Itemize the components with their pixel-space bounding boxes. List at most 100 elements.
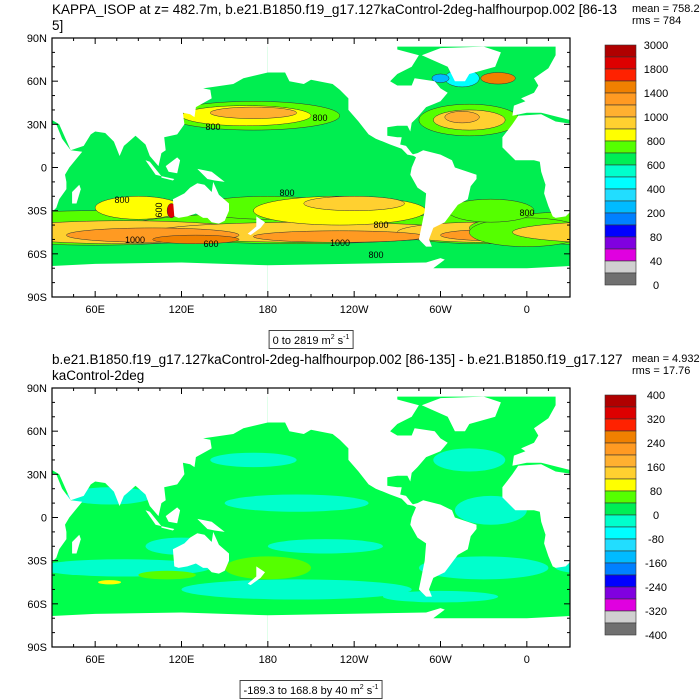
field-contour (66, 487, 153, 505)
colorbar-label: 1400 (644, 88, 668, 100)
colorbar-box (604, 442, 637, 456)
colorbar-box (604, 188, 637, 202)
range-unit: s (334, 335, 344, 347)
lat-label: 30N (27, 119, 47, 131)
contour-label: 600 (203, 239, 218, 249)
field-contour (512, 222, 570, 243)
colorbar-label: 0 (653, 280, 659, 292)
colorbar-box (604, 176, 637, 190)
colorbar-label: 320 (647, 414, 665, 426)
lon-label: 120W (340, 304, 369, 316)
range-unit: s (363, 685, 373, 697)
lat-label: 30N (27, 469, 47, 481)
land-mask-madagascar (590, 185, 599, 204)
colorbar-box (604, 164, 637, 178)
field-contour (0, 104, 2, 136)
colorbar-box (604, 598, 637, 612)
colorbar-box (604, 430, 637, 444)
field-contour (584, 228, 700, 242)
field-contour (138, 570, 196, 580)
field-contour (671, 222, 700, 242)
lat-label: 60N (27, 76, 47, 88)
colorbar-box (604, 236, 637, 250)
field-contour (224, 556, 311, 580)
colorbar-box (604, 622, 637, 636)
land-mask-java (161, 176, 175, 181)
lon-label: 60E (85, 654, 105, 666)
colorbar-box (604, 538, 637, 552)
colorbar-box (604, 478, 637, 492)
contour-label: 800 (205, 122, 220, 132)
colorbar-box (604, 550, 637, 564)
land-mask-borneo (165, 507, 181, 524)
land-mask-eurasia (512, 38, 570, 120)
land-mask-newzealand (247, 566, 265, 586)
range-exp: 2 (330, 334, 335, 341)
land-mask-java (679, 526, 692, 530)
lon-label: 60W (429, 304, 452, 316)
colorbar-label: 400 (647, 390, 665, 402)
field-contour (0, 229, 38, 241)
lat-label: 60S (27, 249, 47, 261)
colorbar-label: 600 (647, 160, 665, 172)
lon-label: 0 (524, 654, 530, 666)
land-mask-greenland (421, 46, 501, 82)
land-mask-africa (52, 123, 83, 213)
field-contour (480, 72, 516, 85)
colorbar-box (604, 514, 637, 528)
colorbar-label: -400 (645, 630, 667, 642)
land-mask-madagascar (72, 184, 81, 204)
land-mask-namerica (267, 388, 448, 506)
land-mask-antarctica (52, 262, 268, 297)
top-rms-stat: rms = 784 (632, 15, 682, 27)
range-exp: -1 (372, 684, 379, 691)
range-text: -189.3 to 168.8 by 40 m (243, 685, 360, 697)
land-mask-greenland (421, 396, 501, 432)
colorbar-box (604, 502, 637, 516)
land-mask-eurasia (512, 388, 570, 470)
colorbar-label: 200 (647, 208, 665, 220)
bottom-panel: 90N 60N 30N 0 30S 60S 90S 60E 120E 180 120W 60W 0 400… (0, 350, 700, 700)
top-plot-title: KAPPA_ISOP at z= 482.7m, b.e21.B1850.f19… (52, 2, 618, 33)
land-mask-sumatra (664, 160, 680, 176)
colorbar-box (604, 44, 637, 58)
range-exp: 2 (359, 684, 364, 691)
colorbar-box (604, 68, 637, 82)
colorbar-box (604, 104, 637, 118)
colorbar-label: -320 (645, 606, 667, 618)
field-contour (685, 203, 694, 217)
land-mask-antarctica (267, 258, 570, 297)
land-mask-java (679, 176, 692, 180)
lat-label: 90N (27, 33, 47, 45)
land-mask-java (161, 526, 175, 531)
colorbar-label: 800 (647, 136, 665, 148)
colorbar-box (604, 248, 637, 262)
colorbar-box (604, 490, 637, 504)
lon-label: 120W (340, 654, 369, 666)
land-mask-borneo (165, 157, 181, 174)
top-range-label: 0 to 2819 m2 s-1 (268, 330, 354, 349)
land-mask-eurasia (52, 388, 268, 517)
field-contour (382, 590, 499, 603)
land-mask-samerica (410, 150, 477, 247)
lon-label: 120E (169, 304, 195, 316)
colorbar-box (604, 224, 637, 238)
lon-label: 60E (85, 304, 105, 316)
land-mask-africa (502, 114, 570, 218)
land-mask-australia (172, 531, 229, 574)
lat-label: 0 (41, 513, 47, 525)
lon-label: 180 (259, 654, 277, 666)
lon-label: 60W (429, 654, 452, 666)
field-contour (52, 231, 53, 234)
lat-label: 60S (27, 599, 47, 611)
colorbar-box (604, 272, 637, 286)
land-mask-africa (502, 464, 570, 568)
map-field (52, 388, 692, 647)
land-mask-eurasia (52, 38, 268, 167)
lat-label: 30S (27, 556, 47, 568)
colorbar-label: 400 (647, 184, 665, 196)
colorbar-label: 40 (650, 256, 662, 268)
lat-label: 0 (41, 163, 47, 175)
bottom-plot-title: b.e21.B1850.f19_g17.127kaControl-2deg-ha… (52, 352, 623, 383)
land-mask-namerica (267, 38, 448, 156)
